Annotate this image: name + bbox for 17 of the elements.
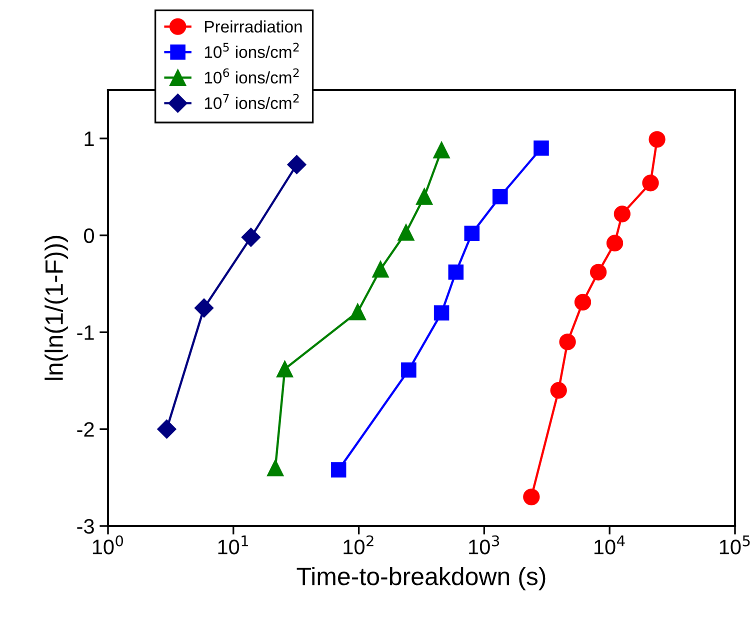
- x-tick-label: 10$^{4}$: [594, 536, 625, 554]
- x-tick-label: 10$^{0}$: [92, 535, 124, 554]
- y-tick-label: -2: [77, 422, 94, 437]
- legend-label: Preirradiation: [205, 20, 302, 33]
- legend-label: 10$^{5}$ ions/cm$^{2}$: [204, 42, 299, 58]
- legend-label: 10$^{6}$ ions/cm$^{2}$: [204, 68, 299, 84]
- y-axis-title: ln(ln(1/(1-F))): [44, 236, 68, 380]
- x-tick-label: 10$^{5}$: [720, 536, 750, 554]
- y-tick-label: -1: [77, 325, 94, 340]
- x-tick-label: 10$^{3}$: [469, 535, 500, 554]
- legend-label: 10$^{7}$ ions/cm$^{2}$: [204, 94, 299, 110]
- x-axis-title: Time-to-breakdown (s): [296, 566, 546, 590]
- y-tick-label: 0: [84, 228, 94, 244]
- x-tick-label: 10$^{2}$: [344, 535, 374, 554]
- y-tick-label: -3: [77, 519, 94, 534]
- y-tick-label: 1: [84, 132, 94, 146]
- x-tick-label: 10$^{1}$: [218, 536, 248, 554]
